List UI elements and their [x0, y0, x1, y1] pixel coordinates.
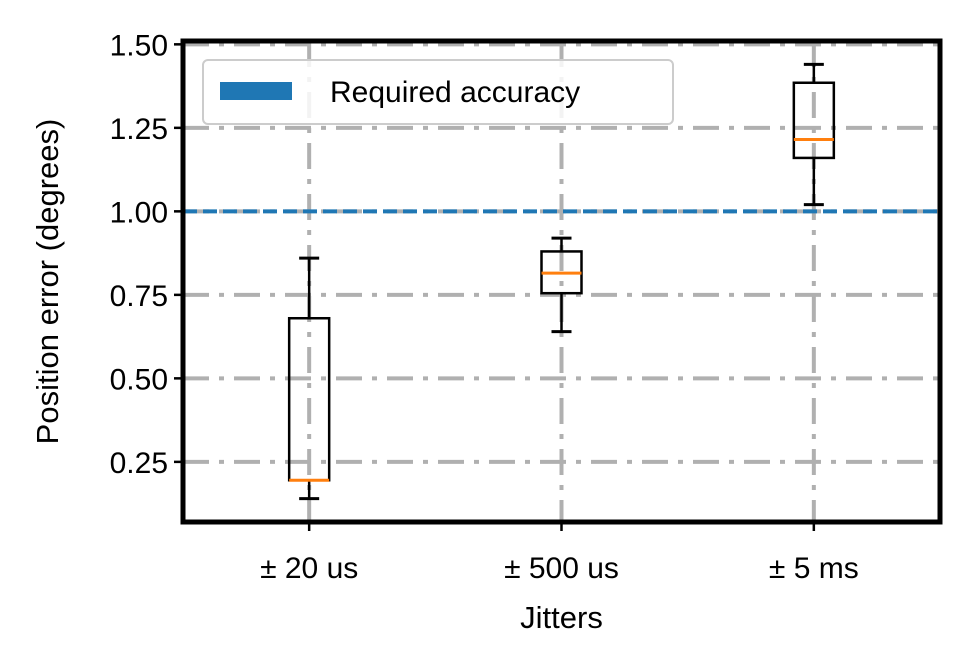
boxes: [287, 62, 836, 501]
x-tick-label-1: ± 500 us: [504, 552, 619, 585]
y-tick-label-1: 0.50: [110, 363, 168, 396]
legend-frame: [202, 59, 674, 125]
axis-ticks: 0.25 0.50 0.75 1.00 1.25 1.50 ± 20 us ± 500 us ±…: [110, 29, 859, 585]
y-tick-label-0: 0.25: [110, 447, 168, 480]
legend: Required accuracy: [202, 59, 674, 125]
x-tick-label-2: ± 5 ms: [769, 552, 859, 585]
x-axis-label: Jitters: [520, 600, 603, 635]
x-tick-label-0: ± 20 us: [260, 552, 358, 585]
y-tick-label-2: 0.75: [110, 280, 168, 313]
y-axis-label: Position error (degrees): [30, 119, 65, 445]
box-1: [540, 236, 583, 334]
y-tick-label-5: 1.50: [110, 29, 168, 62]
box-2: [792, 62, 836, 207]
y-tick-label-3: 1.00: [110, 196, 168, 229]
box-body: [792, 81, 836, 160]
legend-swatch-required-accuracy: [220, 82, 292, 100]
y-tick-label-4: 1.25: [110, 113, 168, 146]
box-0: [287, 256, 331, 501]
legend-label-required-accuracy: Required accuracy: [330, 76, 580, 109]
